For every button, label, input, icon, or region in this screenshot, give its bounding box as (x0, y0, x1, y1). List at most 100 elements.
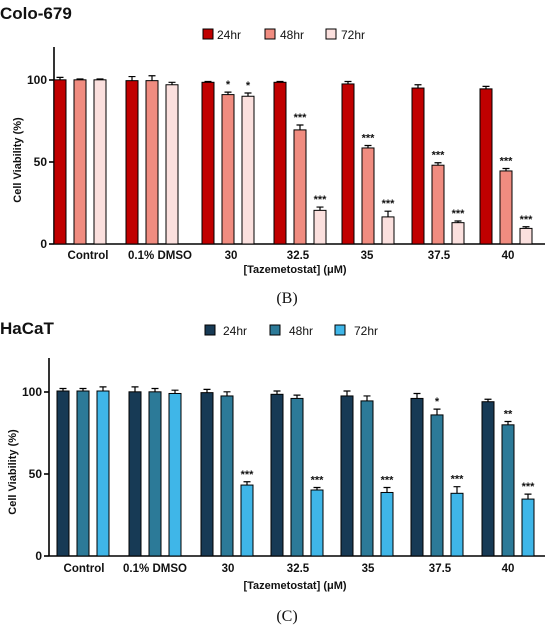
bar-24hr-0 (53, 79, 67, 245)
y-tick-label-100: 100 (22, 385, 42, 399)
significance-marker: *** (362, 133, 376, 145)
error-bar-24hr-2 (203, 388, 211, 393)
error-bar-72hr-5 (454, 220, 462, 223)
error-bar-48hr-0 (79, 387, 87, 391)
legend: 24hr 48hr 72hr (202, 28, 365, 42)
error-bar-72hr-2 (243, 481, 251, 486)
bar-24hr-2 (200, 392, 214, 557)
error-bar-24hr-1 (128, 75, 136, 81)
error-bar-24hr-2 (204, 80, 212, 83)
error-bar-48hr-5 (434, 162, 442, 166)
x-tick-label-35: 35 (361, 250, 374, 262)
bars: * ************************* (53, 75, 533, 245)
legend-label-24hr: 24hr (223, 324, 247, 338)
y-axis (49, 47, 55, 245)
y-tick-label-50: 50 (34, 155, 48, 169)
error-bar-72hr-6 (522, 226, 530, 229)
error-bar-72hr-2 (244, 92, 252, 97)
bar-48hr-4 (361, 147, 375, 245)
bar-48hr-2 (220, 395, 234, 557)
bar-24hr-2 (201, 81, 215, 245)
bar-72hr-6 (521, 498, 535, 557)
x-tick-label-40: 40 (502, 250, 515, 262)
x-axis-title: [Tazemetostat] (μM) (243, 580, 346, 592)
bar-48hr-6 (499, 170, 513, 245)
y-axis-title: Cell Viability (%) (12, 117, 24, 203)
error-bar-24hr-6 (484, 398, 492, 402)
bar-24hr-0 (56, 390, 70, 557)
x-axis-title: [Tazemetostat] (μM) (243, 264, 346, 276)
bar-24hr-3 (270, 393, 284, 557)
y-axis-title: Cell Viability (%) (7, 429, 19, 515)
bar-24hr-6 (479, 88, 493, 245)
error-bar-72hr-1 (168, 81, 176, 85)
error-bar-24hr-5 (414, 84, 422, 89)
error-bar-24hr-0 (59, 387, 67, 391)
panel-caption: (C) (276, 608, 297, 625)
bar-48hr-0 (76, 390, 90, 557)
x-tick-label-37-5: 37.5 (429, 563, 452, 575)
error-bar-72hr-4 (384, 210, 392, 217)
x-tick-label-control: Control (68, 250, 109, 262)
significance-marker: * (246, 80, 251, 92)
bar-72hr-3 (310, 489, 324, 557)
error-bar-72hr-0 (99, 386, 107, 391)
error-bar-72hr-5 (453, 486, 461, 494)
error-bar-72hr-6 (524, 493, 532, 500)
error-bar-24hr-0 (56, 76, 64, 80)
x-tick-label-30: 30 (222, 563, 235, 575)
legend-label-72hr: 72hr (354, 324, 378, 338)
error-bar-48hr-2 (223, 391, 231, 396)
bar-72hr-3 (313, 209, 327, 245)
x-tick-label-dmso: 0.1% DMSO (123, 563, 187, 575)
error-bar-24hr-1 (131, 386, 139, 392)
x-tick-label-32-5: 32.5 (287, 250, 310, 262)
significance-marker: * (435, 396, 440, 408)
bar-72hr-5 (451, 222, 465, 245)
bar-24hr-4 (340, 395, 354, 557)
error-bar-24hr-4 (343, 390, 351, 396)
error-bar-72hr-3 (313, 486, 321, 490)
bar-72hr-2 (240, 484, 254, 557)
bar-72hr-1 (165, 84, 179, 245)
bar-48hr-0 (73, 79, 87, 245)
x-tick-label-control: Control (64, 563, 105, 575)
x-tick-label-37-5: 37.5 (428, 250, 451, 262)
y-tick-label-100: 100 (27, 73, 47, 87)
error-bar-72hr-0 (96, 78, 104, 80)
error-bar-48hr-3 (296, 124, 304, 130)
bar-24hr-3 (273, 81, 287, 245)
y-axis (44, 358, 50, 557)
chart-title: Colo-679 (0, 4, 72, 23)
error-bar-72hr-1 (171, 389, 179, 394)
bars: *** *** ************ (56, 386, 535, 557)
x-tick-label-30: 30 (225, 250, 238, 262)
chart-panel-colo679: Colo-679 24hr 48hr 72hr Cell Viability (… (0, 4, 545, 307)
significance-marker: *** (241, 469, 255, 481)
x-tick-label-40: 40 (502, 563, 515, 575)
legend-swatch-48hr (269, 324, 281, 336)
error-bar-48hr-6 (502, 167, 510, 171)
error-bar-48hr-5 (433, 408, 441, 415)
bar-24hr-5 (411, 87, 425, 245)
x-tick-label-32-5: 32.5 (287, 563, 310, 575)
significance-marker: *** (381, 475, 395, 487)
chart-title: HaCaT (0, 319, 54, 338)
bar-48hr-2 (221, 94, 235, 245)
significance-marker: *** (311, 475, 325, 487)
error-bar-24hr-5 (413, 392, 421, 399)
bar-72hr-2 (241, 95, 255, 245)
legend-swatch-24hr (202, 28, 214, 40)
y-tick-label-0: 0 (35, 549, 42, 563)
error-bar-24hr-4 (344, 80, 352, 84)
error-bar-48hr-1 (151, 387, 159, 392)
bar-48hr-3 (290, 397, 304, 557)
significance-marker: *** (452, 208, 466, 220)
error-bar-24hr-3 (273, 390, 281, 395)
significance-marker: ** (504, 409, 513, 421)
x-tick-label-dmso: 0.1% DMSO (128, 250, 192, 262)
bar-48hr-5 (430, 414, 444, 557)
bar-24hr-5 (410, 397, 424, 557)
panel-caption: (B) (276, 290, 297, 307)
